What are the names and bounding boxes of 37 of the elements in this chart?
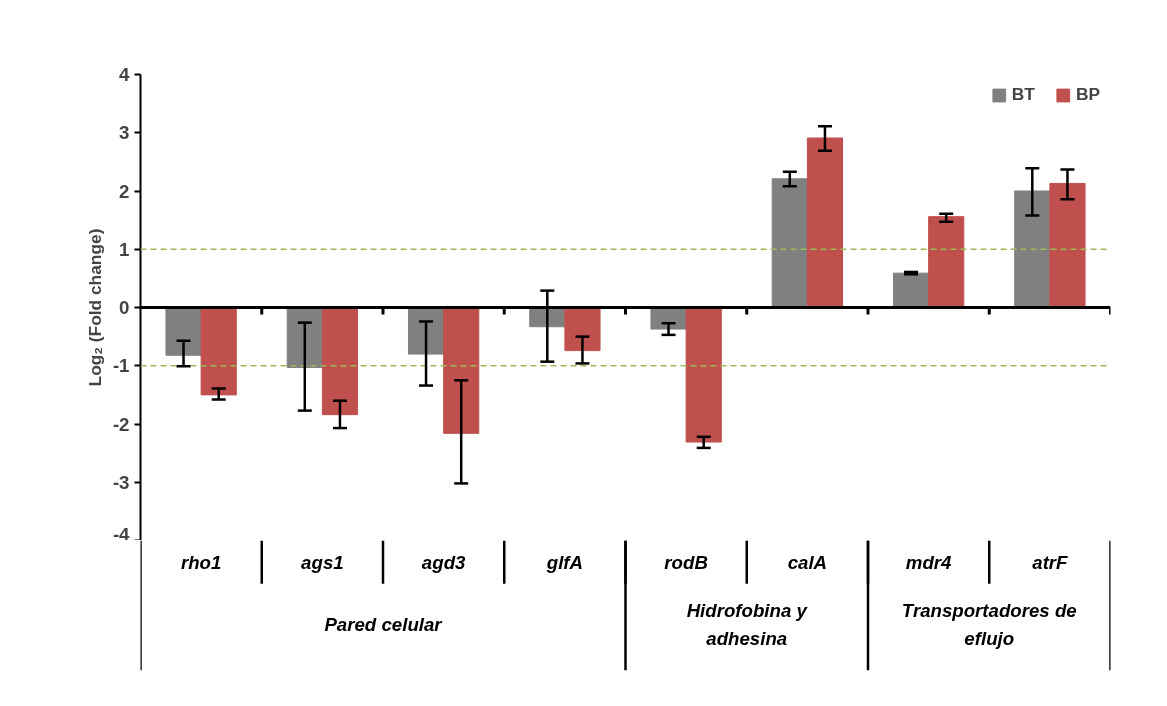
x-tick-label: atrF: [1032, 551, 1069, 573]
y-tick-label: -2: [112, 413, 130, 435]
x-tick-label: calA: [787, 551, 828, 573]
x-tick-label: rho1: [180, 551, 222, 573]
bar: [928, 216, 965, 308]
bar: [443, 307, 480, 434]
bar: [200, 307, 237, 396]
text: Pared celular: [324, 613, 444, 635]
x-tick-label: ags1: [301, 551, 344, 573]
bar: [1014, 190, 1051, 308]
x-tick-label: rodB: [664, 551, 708, 573]
x-tick-label: glfA: [545, 551, 584, 573]
text: Hidrofobina y adhesina: [686, 600, 809, 649]
bar: [771, 178, 808, 308]
y-tick-label: 2: [119, 180, 130, 202]
y-tick-label: -1: [112, 355, 130, 377]
bar: [564, 307, 601, 352]
y-tick-label: -4: [112, 523, 131, 545]
bar: [1049, 182, 1086, 308]
text: Transportadores de eflujo: [901, 600, 1077, 649]
legend-label: BT: [1011, 84, 1035, 105]
y-tick-label: 3: [119, 122, 130, 144]
bar: [165, 307, 202, 356]
y-tick-label: 1: [119, 238, 130, 260]
y-tick-label: 0: [119, 297, 130, 318]
bar: [407, 307, 445, 355]
bar: [892, 272, 930, 308]
y-tick-label: -3: [112, 471, 130, 493]
x-tick-label: agd3: [421, 551, 467, 573]
bar: [685, 307, 722, 443]
legend-label: BP: [1075, 84, 1100, 105]
y-axis-title: Log₂ (Fold change): [84, 228, 105, 387]
x-tick-label: mdr4: [905, 551, 953, 573]
bar: [321, 307, 359, 416]
bar: [286, 307, 323, 368]
bar: [806, 137, 844, 308]
y-tick-label: 4: [119, 64, 131, 85]
